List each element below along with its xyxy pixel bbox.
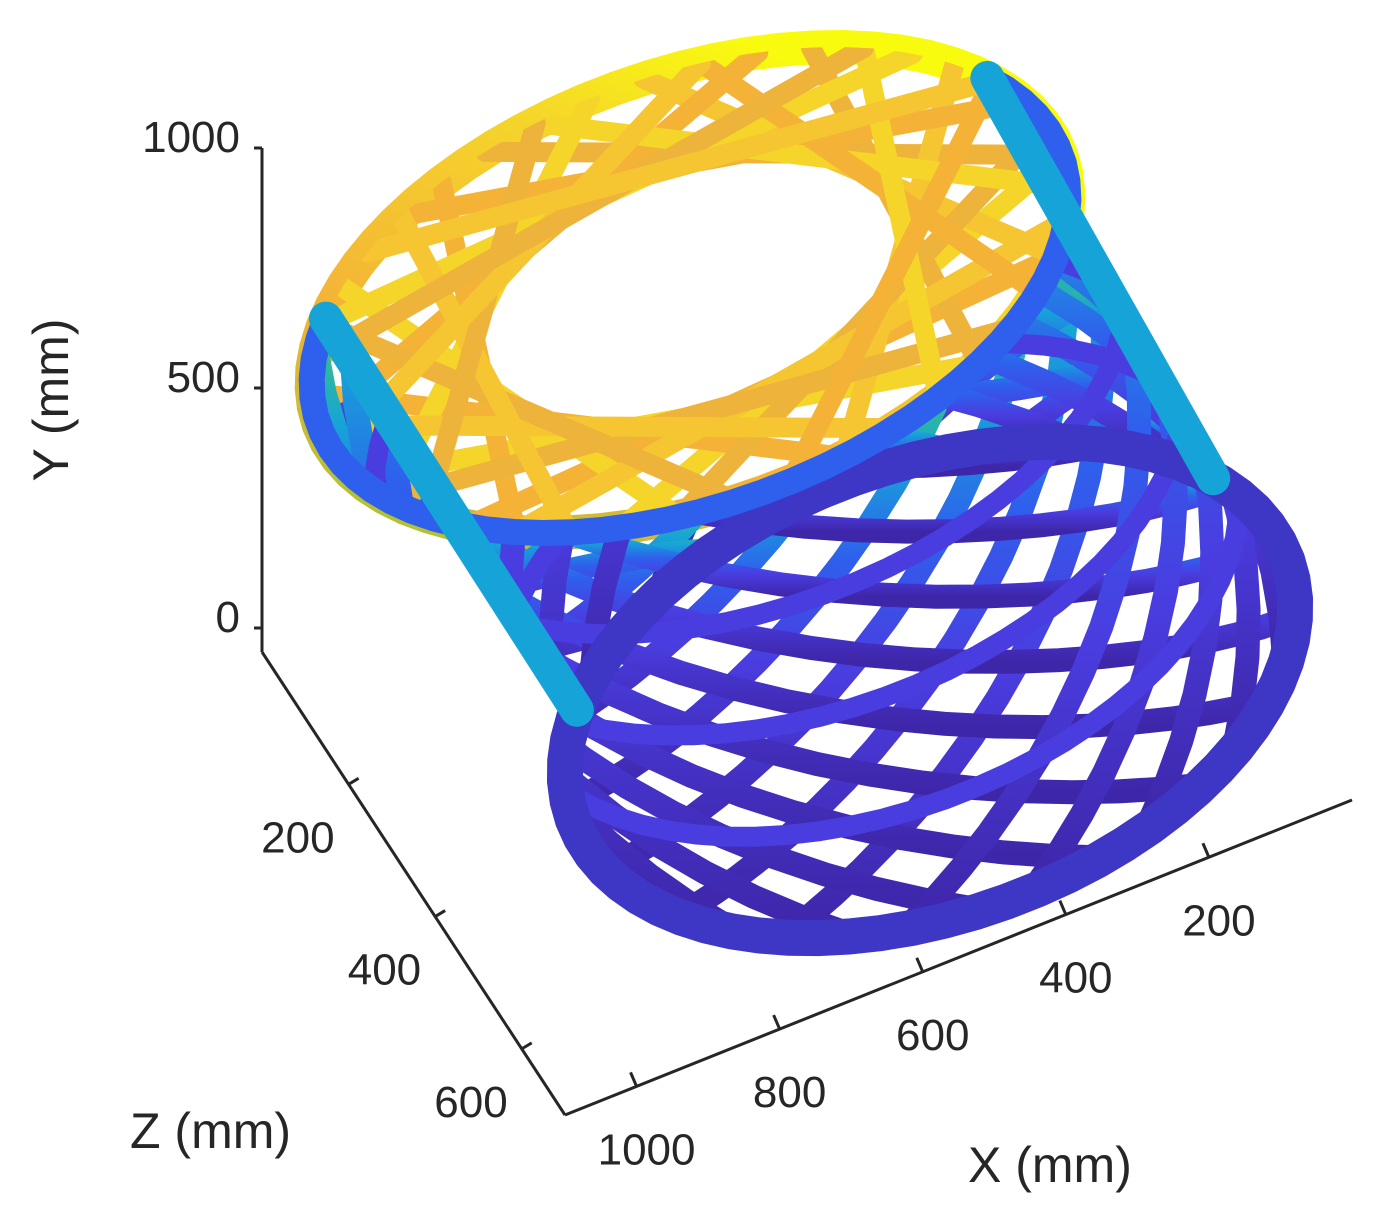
- z-tick-label: 200: [261, 813, 334, 862]
- y-ticks: 0 500 1000: [142, 113, 262, 642]
- x-tick-mark: [1201, 842, 1211, 858]
- x-tick-mark: [1058, 899, 1068, 916]
- lattice-strut: [311, 415, 906, 439]
- right-silhouette: [970, 60, 1231, 496]
- axes: 0 500 1000 200 400 600 200 400 600 800 1000: [142, 113, 1353, 1174]
- z-tick-label: 600: [434, 1078, 507, 1127]
- z-tick-mark: [520, 1041, 533, 1051]
- x-tick-mark: [915, 957, 925, 973]
- lattice-strut: [779, 70, 1003, 492]
- lattice-strut: [391, 206, 580, 533]
- x-tick-label: 400: [1039, 954, 1112, 1003]
- top-lattice: [311, 47, 1069, 533]
- x-ticks: 200 400 600 800 1000: [598, 842, 1256, 1174]
- z-ticks: 200 400 600: [261, 776, 533, 1127]
- y-tick-label: 0: [216, 593, 240, 642]
- x-axis-label: X (mm): [968, 1137, 1132, 1193]
- x-tick-mark: [772, 1014, 782, 1030]
- left-silhouette: [308, 301, 594, 727]
- lattice-strut: [377, 317, 1023, 510]
- y-tick-label: 500: [167, 353, 240, 402]
- lattice-strut: [357, 70, 1003, 263]
- z-axis-segment: [260, 651, 567, 1116]
- z-tick-label: 400: [348, 946, 421, 995]
- x-axis-line: [564, 798, 1353, 1117]
- y-axis-label: Y (mm): [23, 319, 79, 482]
- x-tick-label: 200: [1182, 896, 1255, 945]
- x-tick-label: 800: [753, 1068, 826, 1117]
- z-axis-label: Z (mm): [130, 1103, 291, 1159]
- lattice-strut: [313, 314, 747, 512]
- z-tick-mark: [347, 776, 360, 786]
- lattice-strut: [311, 47, 874, 371]
- bottom-rim: [546, 423, 1314, 957]
- x-tick-mark: [629, 1071, 638, 1087]
- lattice-strut: [415, 113, 546, 526]
- x-tick-label: 600: [896, 1011, 969, 1060]
- x-tick-label: 1000: [598, 1125, 696, 1174]
- lattice-strut: [506, 209, 1069, 533]
- point-cloud: [294, 29, 1314, 957]
- z-tick-mark: [434, 909, 446, 918]
- y-tick-label: 1000: [142, 113, 240, 162]
- lattice-strut: [324, 52, 711, 465]
